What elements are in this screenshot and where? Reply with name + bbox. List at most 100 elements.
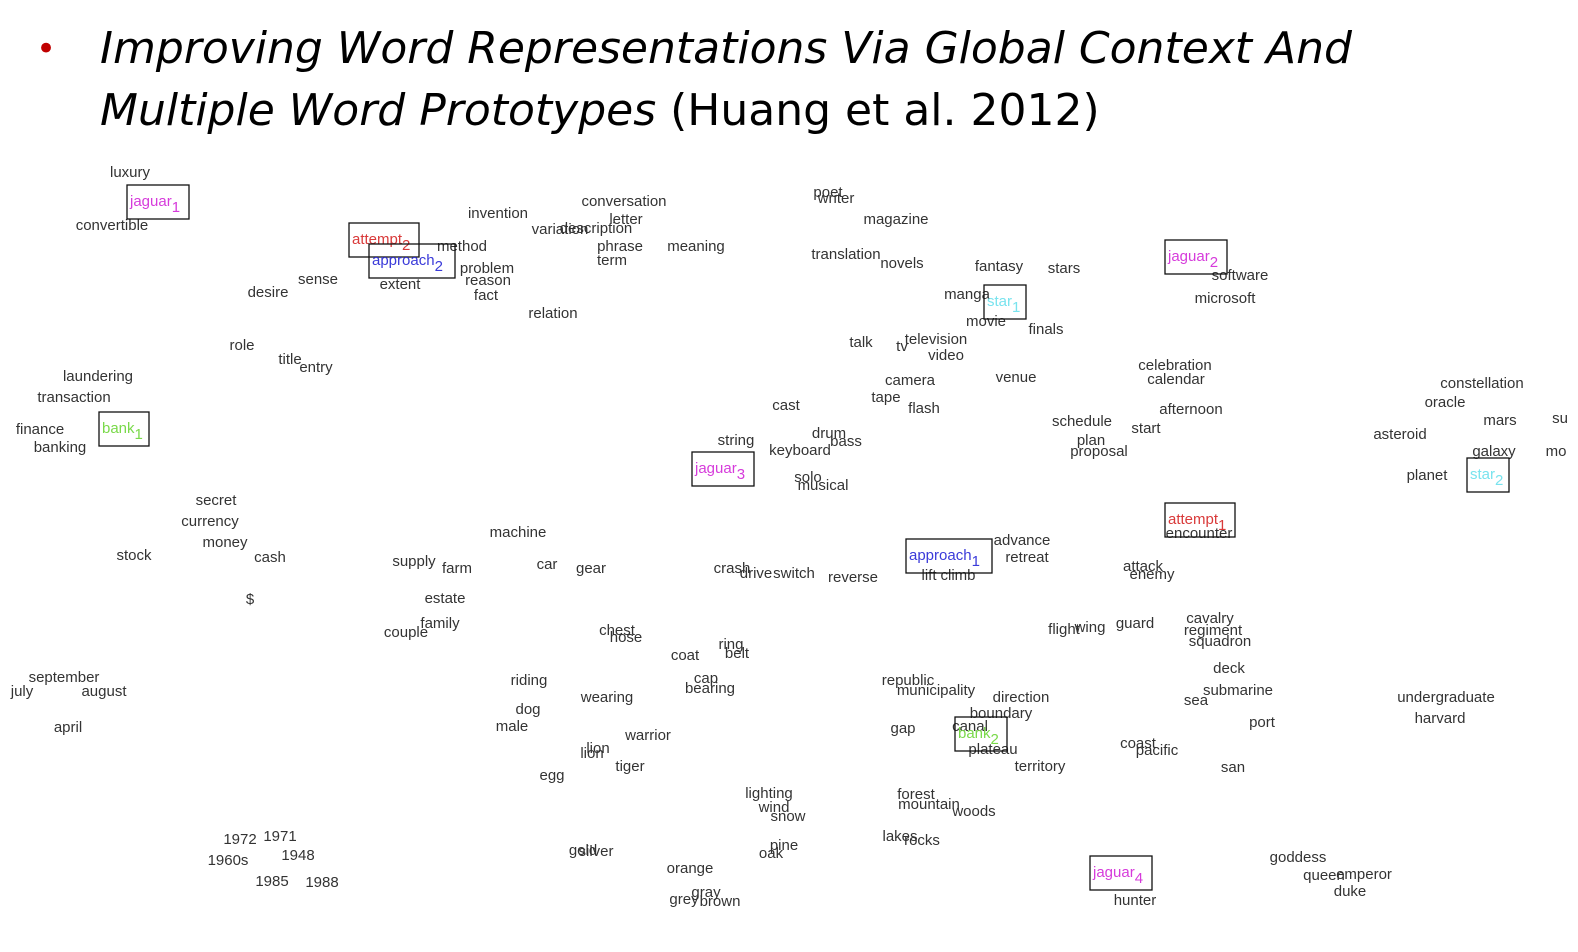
word-label: goddess	[1270, 849, 1327, 866]
word-label: submarine	[1203, 682, 1273, 699]
word-label: extent	[380, 276, 422, 293]
prototype-word-text: jaguar	[1167, 248, 1210, 265]
prototype-index: 1	[1218, 517, 1226, 534]
word-label: novels	[880, 255, 923, 272]
prototype-box	[348, 222, 420, 258]
word-label: movie	[966, 313, 1006, 330]
word-label: san	[1221, 759, 1245, 776]
word-label: municipality	[897, 682, 976, 699]
word-label: $	[246, 591, 255, 608]
word-label: tiger	[615, 758, 644, 775]
word-label: 1960s	[208, 852, 249, 869]
bullet-dot-icon: •	[36, 29, 57, 69]
word-label: venue	[996, 369, 1037, 386]
word-label: galaxy	[1472, 443, 1516, 460]
word-label: lift	[922, 567, 938, 584]
word-label: tv	[896, 338, 908, 355]
word-label: role	[229, 337, 254, 354]
word-label: schedule	[1052, 413, 1112, 430]
word-label: meaning	[667, 238, 725, 255]
word-label: republic	[882, 672, 935, 689]
word-label: stars	[1048, 260, 1081, 277]
prototype-jaguar-2: jaguar2	[1164, 239, 1228, 275]
word-label: port	[1249, 714, 1276, 731]
prototype-index: 1	[1012, 299, 1020, 316]
word-label: term	[597, 252, 627, 269]
word-label: 1948	[281, 847, 314, 864]
prototype-index: 2	[1495, 472, 1503, 489]
word-label: april	[54, 719, 82, 736]
word-label: family	[420, 615, 460, 632]
word-label: gold	[569, 842, 597, 859]
prototype-index: 1	[172, 199, 180, 216]
word-label: reverse	[828, 569, 878, 586]
prototypes-layer: jaguar1attempt2approach2bank1jaguar3jagu…	[98, 184, 1510, 891]
word-label: hose	[610, 629, 643, 646]
word-label: fantasy	[975, 258, 1024, 275]
word-label: title	[278, 351, 301, 368]
prototype-word: attempt2	[352, 231, 410, 254]
word-label: celebration	[1138, 357, 1211, 374]
word-label: snow	[770, 808, 805, 825]
word-label: gear	[576, 560, 606, 577]
word-label: pacific	[1136, 742, 1179, 759]
word-label: bearing	[685, 680, 735, 697]
word-label: planet	[1407, 467, 1449, 484]
word-label: gap	[890, 720, 915, 737]
word-label: solo	[794, 469, 822, 486]
prototype-box	[905, 538, 993, 574]
prototype-index: 2	[435, 258, 443, 275]
prototype-word: jaguar1	[129, 193, 180, 216]
prototype-word: star1	[987, 293, 1020, 316]
word-label: flash	[908, 400, 940, 417]
word-label: coat	[671, 647, 700, 664]
word-label: canal	[952, 718, 988, 735]
prototype-index: 1	[135, 426, 143, 443]
prototype-box	[1164, 239, 1228, 275]
word-label: start	[1131, 420, 1161, 437]
word-label: territory	[1015, 758, 1066, 775]
word-label: convertible	[76, 217, 149, 234]
prototype-word: bank1	[102, 420, 143, 443]
word-label: cast	[772, 397, 800, 414]
prototype-word: jaguar3	[694, 460, 745, 483]
prototype-word-text: bank	[102, 420, 135, 437]
word-label: guard	[1116, 615, 1154, 632]
prototype-box	[368, 243, 456, 279]
word-label: mo	[1546, 443, 1567, 460]
prototype-box	[983, 284, 1027, 320]
word-label: money	[202, 534, 248, 551]
prototype-word-text: bank	[958, 725, 991, 742]
word-label: constellation	[1440, 375, 1523, 392]
word-label: dog	[515, 701, 540, 718]
word-label: mars	[1483, 412, 1516, 429]
prototype-word: star2	[1470, 466, 1503, 489]
word-label: drive	[740, 565, 773, 582]
word-label: queen	[1303, 867, 1345, 884]
word-label: chest	[599, 622, 636, 639]
prototype-approach-2: approach2	[368, 243, 456, 279]
word-label: regiment	[1184, 622, 1243, 639]
prototype-star-1: star1	[983, 284, 1027, 320]
prototype-word-text: star	[1470, 466, 1495, 483]
prototype-word-text: attempt	[352, 231, 403, 248]
prototype-attempt-1: attempt1	[1164, 502, 1236, 538]
word-label: camera	[885, 372, 936, 389]
prototype-word-text: attempt	[1168, 511, 1219, 528]
citation: (Huang et al. 2012)	[670, 85, 1100, 136]
word-label: sea	[1184, 692, 1209, 709]
word-label: brown	[700, 893, 741, 910]
word-label: lion	[586, 740, 609, 757]
prototype-approach-1: approach1	[905, 538, 993, 574]
word-label: couple	[384, 624, 428, 641]
word-label: calendar	[1147, 371, 1205, 388]
word-label: method	[437, 238, 487, 255]
prototype-star-2: star2	[1466, 457, 1510, 493]
prototype-index: 4	[1135, 870, 1143, 887]
word-label: forest	[897, 786, 935, 803]
word-label: climb	[940, 567, 975, 584]
word-label: video	[928, 347, 964, 364]
word-label: cash	[254, 549, 286, 566]
word-label: advance	[994, 532, 1051, 549]
word-label: phrase	[597, 238, 643, 255]
